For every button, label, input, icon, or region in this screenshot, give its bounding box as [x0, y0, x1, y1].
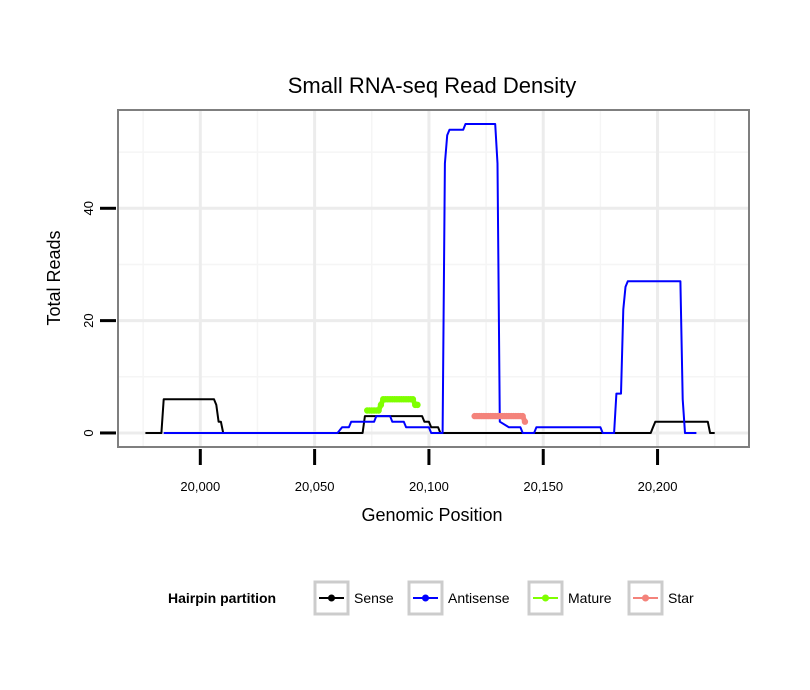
- x-tick-label: 20,050: [295, 479, 335, 494]
- legend-key-point: [642, 594, 649, 602]
- series-sense: [145, 398, 715, 434]
- series-line-sense: [145, 398, 715, 434]
- data-point-star: [519, 412, 526, 420]
- x-axis: 20,000 20,050 20,100 20,150 20,200: [180, 449, 677, 494]
- plot-background: [118, 110, 749, 447]
- x-tick-label: 20,200: [638, 479, 678, 494]
- legend-items: Sense Antisense Mature Star: [313, 580, 694, 616]
- chart-title: Small RNA-seq Read Density: [288, 73, 577, 98]
- plot-border: [117, 109, 750, 448]
- y-axis-title: Total Reads: [44, 230, 64, 325]
- data-point-mature: [409, 396, 417, 403]
- legend-item-star: Star: [627, 580, 694, 616]
- legend-key-point: [422, 594, 429, 602]
- data-point-mature: [377, 401, 385, 409]
- series-line-antisense: [163, 123, 697, 434]
- data-point-star: [521, 418, 529, 425]
- data-point-mature: [414, 401, 421, 409]
- legend-title: Hairpin partition: [168, 590, 276, 606]
- y-tick-label: 20: [81, 313, 96, 327]
- plot-panel: [117, 109, 750, 448]
- x-tick-label: 20,000: [180, 479, 220, 494]
- series-mature: [363, 396, 421, 414]
- legend-key-point: [328, 594, 335, 602]
- data-point-mature: [375, 407, 382, 414]
- legend-key-point: [542, 594, 549, 602]
- legend-label: Star: [668, 590, 694, 606]
- x-axis-title: Genomic Position: [361, 505, 502, 525]
- y-tick-label: 40: [81, 201, 96, 215]
- series-layer: [145, 123, 715, 434]
- y-tick-label: 0: [81, 429, 96, 436]
- legend-item-mature: Mature: [527, 580, 612, 616]
- legend: Hairpin partition Sense Antisense Mature St…: [168, 580, 694, 616]
- legend-label: Sense: [354, 590, 394, 606]
- x-tick-label: 20,150: [523, 479, 563, 494]
- x-tick-label: 20,100: [409, 479, 449, 494]
- legend-item-antisense: Antisense: [407, 580, 510, 616]
- y-axis: 0 20 40: [81, 201, 116, 437]
- legend-label: Antisense: [448, 590, 510, 606]
- legend-item-sense: Sense: [313, 580, 394, 616]
- legend-label: Mature: [568, 590, 612, 606]
- series-antisense: [163, 123, 697, 434]
- series-star: [471, 412, 529, 425]
